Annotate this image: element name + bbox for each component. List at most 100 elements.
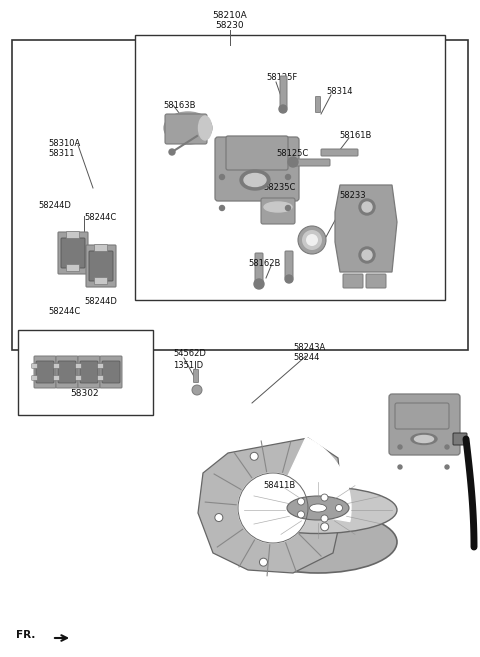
FancyBboxPatch shape	[58, 361, 76, 383]
FancyBboxPatch shape	[226, 136, 288, 170]
FancyBboxPatch shape	[76, 376, 81, 380]
FancyBboxPatch shape	[61, 238, 85, 268]
Circle shape	[285, 275, 293, 283]
FancyBboxPatch shape	[255, 253, 263, 283]
Circle shape	[336, 505, 343, 512]
Ellipse shape	[415, 436, 433, 443]
Circle shape	[321, 523, 329, 531]
FancyBboxPatch shape	[67, 231, 80, 238]
Text: 58411B: 58411B	[263, 482, 295, 491]
Wedge shape	[273, 438, 351, 522]
FancyBboxPatch shape	[76, 364, 81, 369]
Circle shape	[250, 452, 258, 461]
FancyBboxPatch shape	[290, 159, 330, 166]
Ellipse shape	[240, 170, 270, 190]
Text: 58244C: 58244C	[48, 307, 80, 317]
FancyBboxPatch shape	[80, 361, 98, 383]
FancyBboxPatch shape	[453, 433, 467, 445]
Text: 58310A: 58310A	[48, 139, 80, 148]
Circle shape	[192, 385, 202, 395]
Ellipse shape	[287, 496, 349, 520]
Circle shape	[359, 247, 375, 263]
FancyBboxPatch shape	[89, 251, 113, 281]
FancyBboxPatch shape	[67, 265, 80, 271]
Circle shape	[286, 175, 290, 179]
FancyBboxPatch shape	[32, 376, 37, 380]
FancyBboxPatch shape	[54, 364, 60, 369]
FancyBboxPatch shape	[389, 394, 460, 455]
FancyBboxPatch shape	[58, 232, 88, 274]
Circle shape	[298, 498, 304, 505]
FancyBboxPatch shape	[78, 356, 100, 388]
Text: 58162B: 58162B	[248, 260, 280, 269]
Ellipse shape	[239, 486, 397, 533]
Text: 58244D: 58244D	[38, 202, 71, 210]
Text: 58230: 58230	[216, 22, 244, 30]
Circle shape	[398, 465, 402, 469]
Text: 58244C: 58244C	[84, 214, 116, 223]
FancyBboxPatch shape	[98, 364, 103, 369]
Ellipse shape	[199, 116, 212, 140]
Circle shape	[279, 105, 287, 113]
Text: 58210A: 58210A	[213, 11, 247, 20]
FancyBboxPatch shape	[215, 137, 299, 201]
Text: 58233: 58233	[339, 191, 366, 200]
Text: 58311: 58311	[48, 150, 74, 158]
FancyBboxPatch shape	[56, 356, 78, 388]
Circle shape	[362, 250, 372, 260]
Text: 54562D: 54562D	[173, 348, 206, 357]
FancyBboxPatch shape	[86, 245, 116, 287]
FancyBboxPatch shape	[34, 356, 56, 388]
FancyBboxPatch shape	[54, 376, 60, 380]
FancyBboxPatch shape	[36, 361, 54, 383]
Ellipse shape	[239, 511, 397, 573]
Circle shape	[215, 514, 223, 522]
Circle shape	[445, 465, 449, 469]
Text: 58302: 58302	[71, 388, 99, 397]
Circle shape	[306, 234, 318, 246]
Polygon shape	[198, 438, 343, 573]
Ellipse shape	[264, 202, 292, 212]
Text: 58125F: 58125F	[266, 74, 297, 83]
Text: 58125C: 58125C	[276, 148, 308, 158]
Circle shape	[260, 558, 267, 566]
Ellipse shape	[310, 504, 326, 512]
Text: 58163B: 58163B	[163, 101, 195, 110]
FancyBboxPatch shape	[165, 114, 207, 144]
Circle shape	[445, 445, 449, 449]
FancyBboxPatch shape	[366, 274, 386, 288]
Ellipse shape	[411, 434, 437, 445]
FancyBboxPatch shape	[102, 361, 120, 383]
FancyBboxPatch shape	[315, 97, 321, 112]
FancyBboxPatch shape	[193, 369, 199, 382]
Text: 58244D: 58244D	[84, 296, 117, 306]
Text: 58235C: 58235C	[263, 183, 295, 193]
Polygon shape	[335, 185, 397, 272]
Circle shape	[302, 230, 322, 250]
FancyBboxPatch shape	[261, 198, 295, 224]
FancyBboxPatch shape	[395, 403, 449, 429]
Ellipse shape	[164, 112, 212, 144]
FancyBboxPatch shape	[12, 40, 468, 350]
FancyBboxPatch shape	[95, 277, 108, 284]
Circle shape	[298, 226, 326, 254]
FancyBboxPatch shape	[321, 149, 358, 156]
Circle shape	[362, 202, 372, 212]
Text: 1351JD: 1351JD	[173, 361, 203, 369]
Circle shape	[219, 206, 225, 210]
FancyBboxPatch shape	[100, 356, 122, 388]
Circle shape	[169, 149, 175, 155]
Circle shape	[238, 473, 308, 543]
Circle shape	[288, 157, 298, 167]
FancyBboxPatch shape	[280, 76, 287, 108]
Circle shape	[286, 206, 290, 210]
FancyBboxPatch shape	[285, 251, 293, 278]
FancyBboxPatch shape	[18, 330, 153, 415]
FancyBboxPatch shape	[135, 35, 445, 300]
FancyBboxPatch shape	[98, 376, 103, 380]
Text: 58314: 58314	[326, 87, 352, 95]
Text: 58244: 58244	[293, 353, 319, 363]
Text: 58243A: 58243A	[293, 344, 325, 353]
FancyBboxPatch shape	[343, 274, 363, 288]
Circle shape	[321, 494, 328, 501]
